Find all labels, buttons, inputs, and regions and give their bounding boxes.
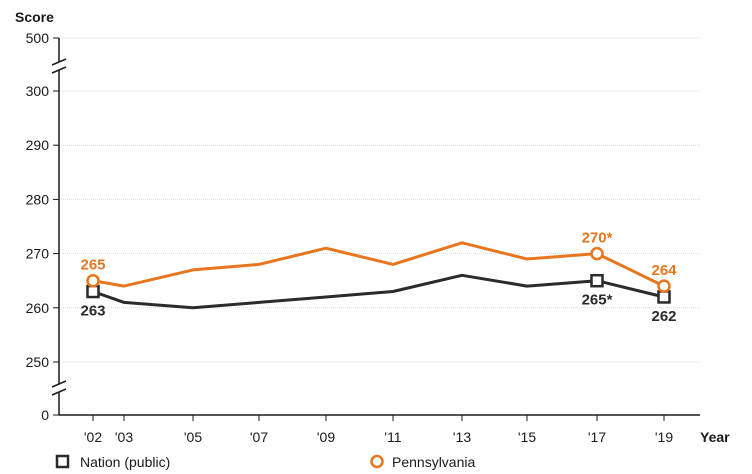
data-label: 265 [80, 257, 105, 274]
y-tick-label: 500 [26, 30, 50, 46]
pennsylvania-point-marker [590, 246, 604, 261]
axis-break-mark [51, 66, 67, 74]
pennsylvania-point-marker [86, 273, 100, 288]
y-tick-label: 250 [26, 354, 50, 370]
x-tick-label: '05 [184, 429, 202, 445]
data-label: 262 [651, 308, 676, 325]
y-tick-label: 260 [26, 300, 50, 316]
y-tick-label: 270 [26, 246, 50, 262]
x-tick-label: '02 [84, 429, 102, 445]
y-tick-label: 290 [26, 137, 50, 153]
legend-marker-nation [55, 454, 70, 469]
nation-point-marker [86, 284, 100, 299]
data-labels: 263 265* 262 265 270* 264 [80, 230, 677, 325]
x-tick-label: '17 [588, 429, 606, 445]
gridlines [59, 37, 700, 363]
legend: Nation (public) Pennsylvania [55, 454, 475, 470]
x-tick-label: '03 [115, 429, 133, 445]
y-tick-labels: 250 260 270 280 290 300 500 0 [26, 30, 50, 423]
axis-break-mark [51, 58, 67, 66]
y-tick-label: 300 [26, 83, 50, 99]
legend-label-nation: Nation (public) [80, 454, 170, 470]
x-tick-labels: '02 '03 '05 '07 '09 '11 '13 '15 '17 '19 [84, 429, 673, 445]
x-tick-label: '11 [384, 429, 401, 445]
data-label: 270* [582, 230, 613, 247]
series-line-pennsylvania [92, 241, 665, 288]
x-tick-label: '15 [518, 429, 536, 445]
legend-marker-pennsylvania [370, 454, 384, 469]
axis-break-mark [51, 388, 67, 396]
x-axis-title: Year [700, 429, 730, 445]
x-tick-label: '13 [453, 429, 471, 445]
data-label: 265* [582, 292, 613, 309]
nation-point-marker [657, 290, 671, 304]
axes [51, 37, 700, 421]
x-tick-label: '19 [655, 429, 673, 445]
series-lines [86, 241, 671, 310]
y-tick-label: 280 [26, 191, 50, 207]
nation-point-marker [590, 273, 604, 288]
pennsylvania-point-marker [657, 279, 671, 293]
data-label: 263 [80, 303, 105, 320]
y-axis-title: Score [15, 9, 54, 25]
y-tick-label: 0 [41, 407, 49, 423]
x-tick-label: '09 [317, 429, 335, 445]
data-label: 264 [651, 262, 677, 279]
axis-break-mark [51, 380, 67, 388]
series-line-nation [92, 273, 665, 310]
x-tick-label: '07 [250, 429, 268, 445]
legend-label-pennsylvania: Pennsylvania [392, 454, 475, 470]
